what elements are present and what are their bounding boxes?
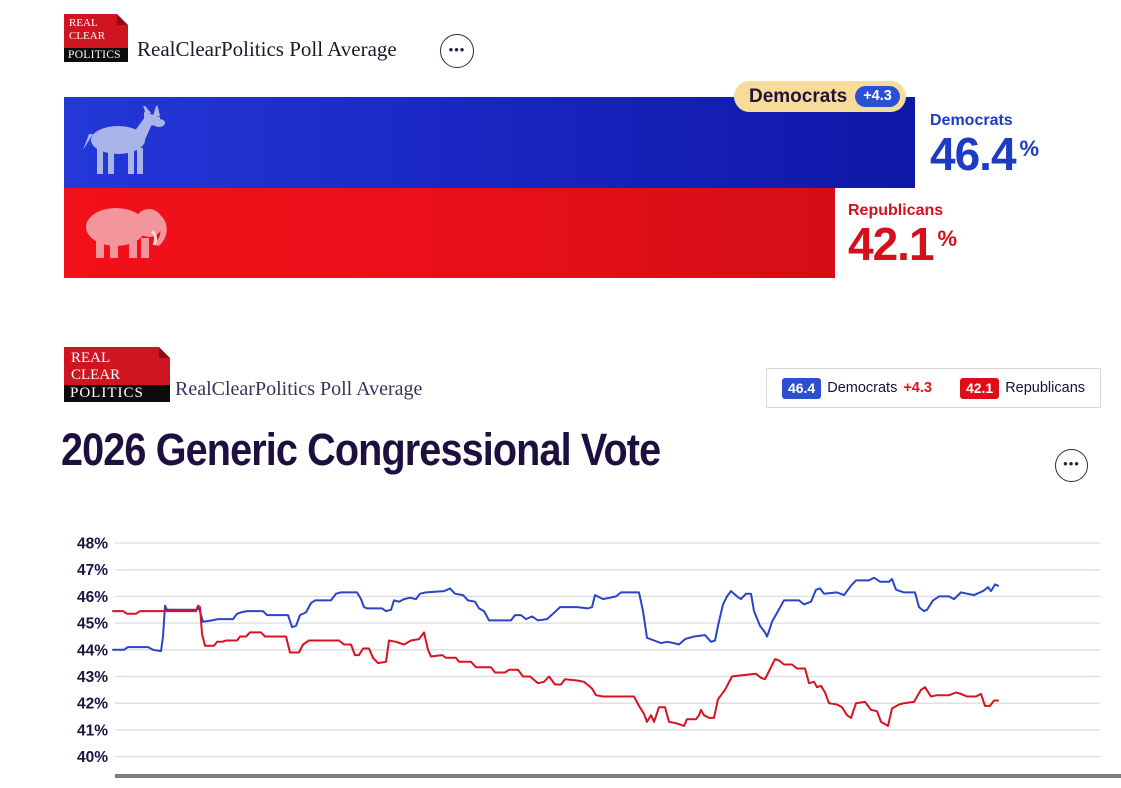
republicans-value-badge: 42.1 xyxy=(959,377,1000,399)
democrats-bar xyxy=(64,97,915,188)
y-tick-label: 45% xyxy=(77,616,108,633)
democrats-score-value: 46.4 xyxy=(930,128,1017,180)
y-tick-label: 47% xyxy=(77,562,108,579)
ellipsis-icon: ••• xyxy=(1063,456,1080,471)
legend-item-democrats: 46.4 Democrats +4.3 xyxy=(781,377,932,399)
panel-menu-button[interactable]: ••• xyxy=(1055,449,1088,482)
republicans-score: Republicans 42.1% xyxy=(848,202,957,268)
logo-fold-corner xyxy=(117,14,128,25)
page-title: 2026 Generic Congressional Vote xyxy=(61,424,661,475)
leader-badge: Democrats +4.3 xyxy=(734,81,906,112)
legend-republicans-label: Republicans xyxy=(1005,380,1086,396)
donkey-icon xyxy=(83,106,165,174)
timeline-scrubber[interactable] xyxy=(115,774,1121,778)
widget-title: RealClearPolitics Poll Average xyxy=(137,37,397,61)
legend-democrats-margin: +4.3 xyxy=(903,380,932,396)
democrats-score-label: Democrats xyxy=(930,112,1013,129)
logo-text-real: REAL xyxy=(71,350,111,366)
rcp-logo-large: REAL CLEAR POLITICS xyxy=(64,347,170,402)
rcp-logo-small: REAL CLEAR POLITICS xyxy=(64,14,128,62)
leader-badge-margin: +4.3 xyxy=(855,86,900,107)
republicans-score-label: Republicans xyxy=(848,202,944,219)
legend-item-republicans: 42.1 Republicans xyxy=(959,377,1086,399)
y-tick-label: 46% xyxy=(77,589,108,606)
chart-legend: 46.4 Democrats +4.3 42.1 Republicans xyxy=(766,368,1101,408)
democrats-score: Democrats 46.4% xyxy=(930,112,1039,178)
poll-trend-chart: 48% 47% 46% 45% 44% 43% 42% 41% 40% xyxy=(0,530,1121,783)
logo-text-politics: POLITICS xyxy=(64,385,170,402)
legend-democrats-label: Democrats xyxy=(827,380,898,396)
y-tick-label: 42% xyxy=(77,696,108,713)
y-tick-label: 43% xyxy=(77,669,108,686)
elephant-icon xyxy=(86,208,167,258)
logo-text-clear: CLEAR xyxy=(71,367,121,383)
logo-text-clear: CLEAR xyxy=(69,30,106,42)
democrats-value-badge: 46.4 xyxy=(781,377,822,399)
panel-title: RealClearPolitics Poll Average xyxy=(175,378,423,400)
y-tick-label: 41% xyxy=(77,722,108,739)
y-tick-label: 48% xyxy=(77,536,108,553)
trend-line-democrats xyxy=(112,576,999,653)
y-tick-label: 44% xyxy=(77,642,108,659)
elephant-tusk xyxy=(150,229,158,246)
trend-line-republicans xyxy=(112,604,999,727)
logo-fold-corner xyxy=(159,347,170,358)
widget-menu-button[interactable]: ••• xyxy=(440,34,474,68)
logo-text-real: REAL xyxy=(69,17,98,29)
ellipsis-icon: ••• xyxy=(448,41,466,57)
logo-text-politics: POLITICS xyxy=(64,48,128,62)
republicans-bar xyxy=(64,188,835,278)
trend-chart-svg: 48% 47% 46% 45% 44% 43% 42% 41% 40% xyxy=(77,536,1100,766)
leader-badge-label: Democrats xyxy=(749,85,848,107)
y-tick-label: 40% xyxy=(77,749,108,766)
republicans-score-value: 42.1 xyxy=(848,218,935,270)
democrats-score-unit: % xyxy=(1019,136,1040,161)
republicans-score-unit: % xyxy=(937,226,958,251)
